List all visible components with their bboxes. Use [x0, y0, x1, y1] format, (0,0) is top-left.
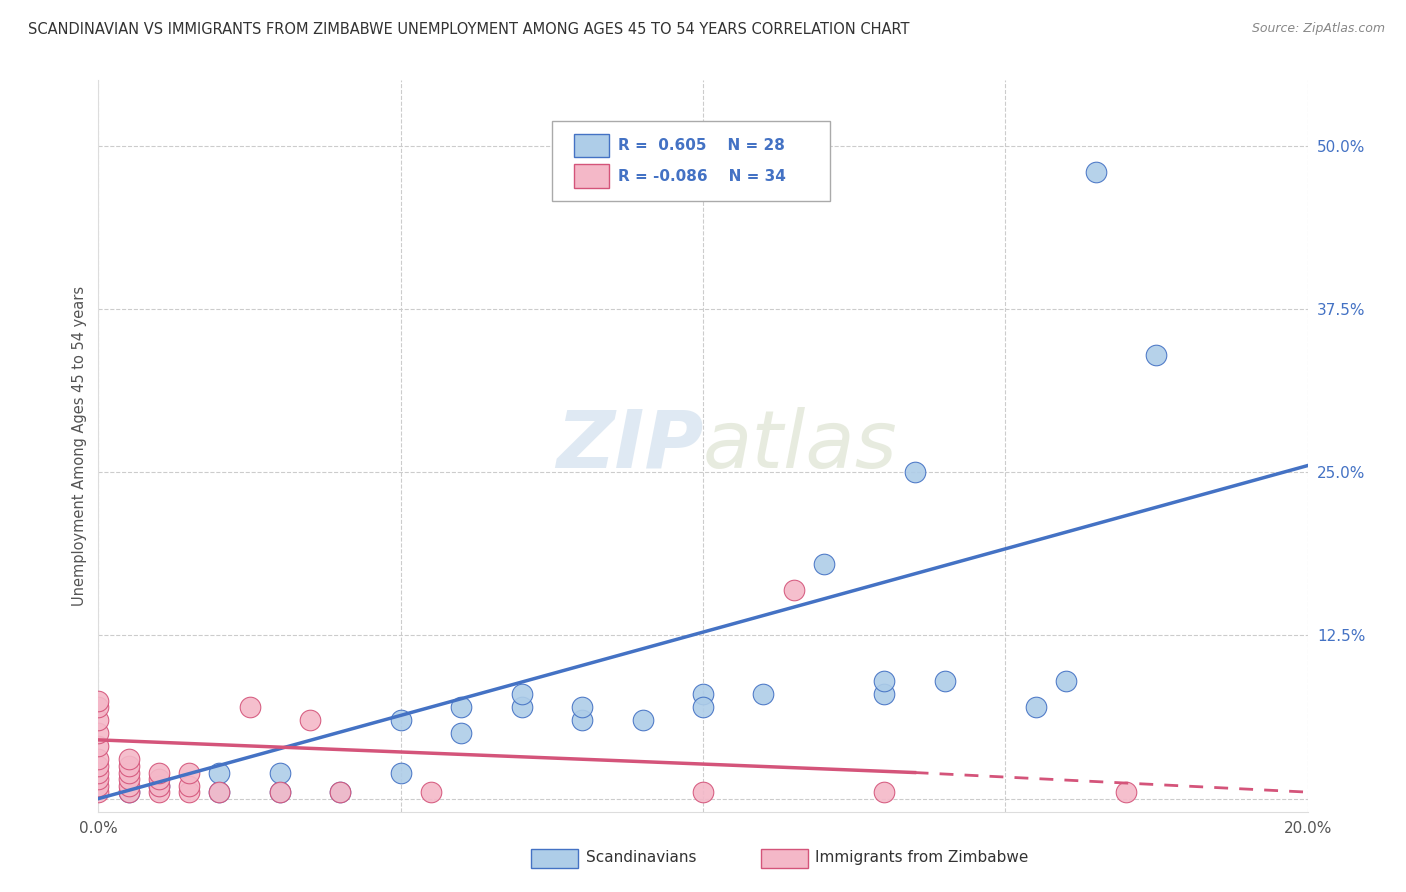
Text: Immigrants from Zimbabwe: Immigrants from Zimbabwe [815, 850, 1029, 865]
Text: atlas: atlas [703, 407, 898, 485]
Point [692, 687, 714, 701]
Point [87, 779, 110, 793]
Point [389, 714, 412, 728]
Point [118, 759, 141, 773]
Point [118, 772, 141, 786]
Point [783, 582, 806, 597]
Point [571, 700, 593, 714]
Point [87, 785, 110, 799]
Point [510, 700, 533, 714]
Point [118, 752, 141, 766]
Point [118, 785, 141, 799]
FancyBboxPatch shape [574, 134, 609, 157]
Text: ZIP: ZIP [555, 407, 703, 485]
Point [269, 765, 291, 780]
Point [148, 779, 170, 793]
Point [269, 785, 291, 799]
Point [692, 785, 714, 799]
Point [389, 765, 412, 780]
Text: R =  0.605    N = 28: R = 0.605 N = 28 [619, 138, 785, 153]
Point [752, 687, 775, 701]
FancyBboxPatch shape [531, 849, 578, 868]
Point [1115, 785, 1137, 799]
Point [87, 765, 110, 780]
Point [87, 694, 110, 708]
Point [329, 785, 352, 799]
Point [329, 785, 352, 799]
Text: SCANDINAVIAN VS IMMIGRANTS FROM ZIMBABWE UNEMPLOYMENT AMONG AGES 45 TO 54 YEARS : SCANDINAVIAN VS IMMIGRANTS FROM ZIMBABWE… [28, 22, 910, 37]
Point [904, 465, 927, 479]
Point [208, 785, 231, 799]
Point [239, 700, 262, 714]
Point [873, 687, 896, 701]
Point [87, 752, 110, 766]
Point [87, 726, 110, 740]
FancyBboxPatch shape [761, 849, 808, 868]
Point [87, 772, 110, 786]
Point [148, 765, 170, 780]
Point [87, 739, 110, 754]
Point [692, 700, 714, 714]
Point [179, 779, 201, 793]
Point [179, 765, 201, 780]
Y-axis label: Unemployment Among Ages 45 to 54 years: Unemployment Among Ages 45 to 54 years [72, 286, 87, 606]
Text: Scandinavians: Scandinavians [586, 850, 696, 865]
Point [299, 714, 322, 728]
Point [420, 785, 443, 799]
Point [873, 674, 896, 689]
Point [269, 785, 291, 799]
Point [450, 700, 472, 714]
Point [148, 772, 170, 786]
Text: R = -0.086    N = 34: R = -0.086 N = 34 [619, 169, 786, 184]
Point [118, 779, 141, 793]
FancyBboxPatch shape [551, 120, 830, 201]
Point [208, 765, 231, 780]
FancyBboxPatch shape [574, 164, 609, 188]
Point [450, 726, 472, 740]
Point [813, 557, 835, 571]
Point [571, 714, 593, 728]
Text: Source: ZipAtlas.com: Source: ZipAtlas.com [1251, 22, 1385, 36]
Point [118, 785, 141, 799]
Point [87, 700, 110, 714]
Point [208, 785, 231, 799]
Point [148, 779, 170, 793]
Point [1054, 674, 1077, 689]
Point [1085, 164, 1108, 178]
Point [631, 714, 654, 728]
Point [934, 674, 956, 689]
Point [87, 714, 110, 728]
Point [179, 785, 201, 799]
Point [118, 765, 141, 780]
Point [148, 785, 170, 799]
Point [873, 785, 896, 799]
Point [510, 687, 533, 701]
Point [87, 759, 110, 773]
Point [1024, 700, 1046, 714]
Point [1144, 347, 1167, 362]
